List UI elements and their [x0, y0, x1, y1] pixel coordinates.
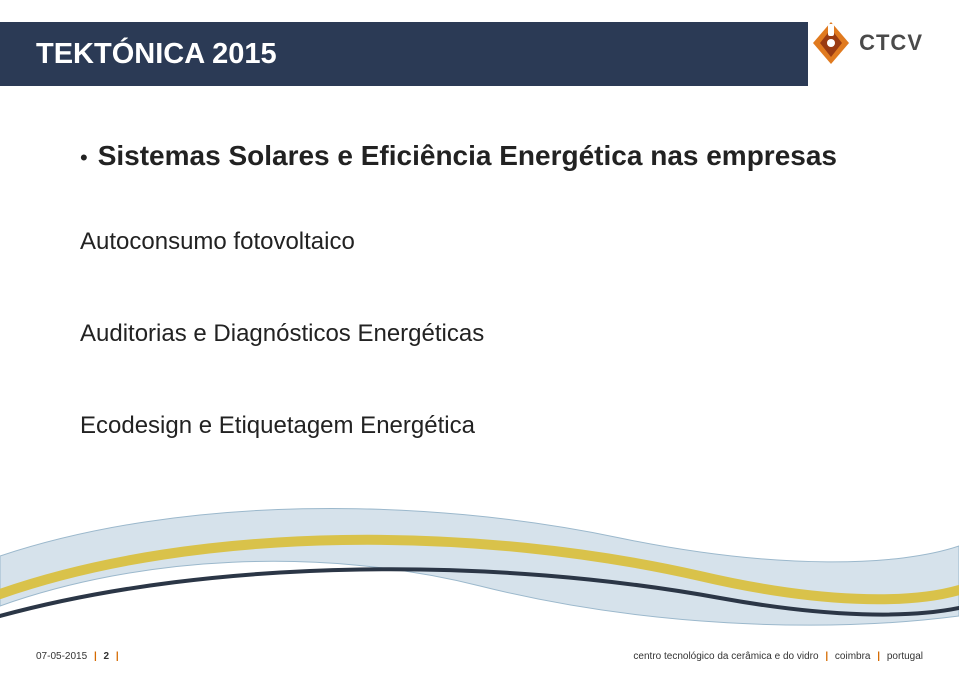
header-bar: TEKTÓNICA 2015	[0, 22, 808, 86]
body-line-1: Autoconsumo fotovoltaico	[80, 228, 880, 256]
footer-city: coimbra	[835, 651, 871, 662]
logo-text: CTCV	[859, 30, 923, 56]
logo: CTCV	[811, 20, 923, 66]
body-line-2: Auditorias e Diagnósticos Energéticas	[80, 320, 880, 348]
bullet-line: • Sistemas Solares e Eficiência Energéti…	[80, 140, 880, 172]
footer-right: centro tecnológico da cerâmica e do vidr…	[633, 651, 923, 662]
footer-org: centro tecnológico da cerâmica e do vidr…	[633, 651, 818, 662]
slide: TEKTÓNICA 2015 CTCV • Sistemas Solares e…	[0, 0, 959, 676]
footer-country: portugal	[887, 651, 923, 662]
header-title: TEKTÓNICA 2015	[36, 38, 277, 71]
bullet-dot-icon: •	[80, 147, 88, 169]
content-area: • Sistemas Solares e Eficiência Energéti…	[80, 140, 880, 504]
logo-diamond-icon	[811, 20, 851, 66]
footer: 07-05-2015 | 2 | centro tecnológico da c…	[36, 651, 923, 662]
footer-date: 07-05-2015	[36, 651, 87, 662]
footer-sep-2: |	[112, 651, 123, 662]
footer-page: 2	[104, 651, 110, 662]
bullet-text: Sistemas Solares e Eficiência Energética…	[98, 140, 837, 172]
footer-left: 07-05-2015 | 2 |	[36, 651, 123, 662]
footer-sep-4: |	[873, 651, 884, 662]
footer-sep-1: |	[90, 651, 101, 662]
footer-sep-3: |	[821, 651, 832, 662]
body-line-3: Ecodesign e Etiquetagem Energética	[80, 412, 880, 440]
